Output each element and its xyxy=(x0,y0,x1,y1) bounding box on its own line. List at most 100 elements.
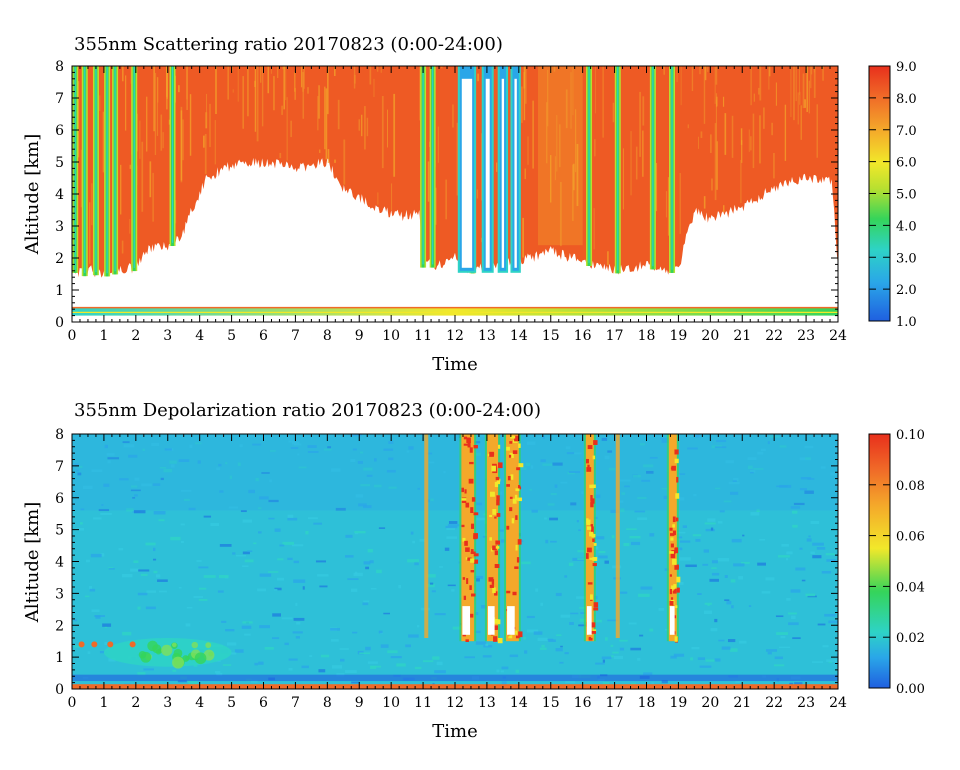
depol-column-speck xyxy=(489,584,494,588)
depol-texture xyxy=(719,510,725,513)
depol-texture xyxy=(137,672,146,676)
depol-texture xyxy=(155,574,161,578)
depol-column-speck xyxy=(518,463,524,468)
depol-column-white xyxy=(507,606,515,635)
depol-column-speck xyxy=(669,527,673,531)
depol-texture xyxy=(101,504,104,506)
depol-texture xyxy=(143,668,154,671)
depol-texture xyxy=(791,615,796,620)
depol-texture xyxy=(331,665,343,669)
depol-texture xyxy=(170,464,175,468)
depol-texture xyxy=(257,588,267,592)
depolarization-xtick-label: 17 xyxy=(606,695,624,711)
scattering-xtick-label: 4 xyxy=(195,328,204,344)
depol-texture xyxy=(264,647,274,650)
depol-texture xyxy=(623,543,630,547)
depol-column-speck xyxy=(463,436,468,440)
depol-texture xyxy=(91,469,103,473)
depol-column-speck xyxy=(515,544,518,551)
depol-texture xyxy=(535,588,539,592)
depol-texture xyxy=(315,560,327,563)
depol-texture xyxy=(727,639,736,643)
depol-column-speck xyxy=(494,625,498,630)
depol-texture xyxy=(826,659,838,662)
depol-column-speck xyxy=(491,548,494,552)
depol-texture xyxy=(515,669,520,673)
depol-texture xyxy=(620,591,628,594)
depol-texture xyxy=(126,508,134,512)
depol-texture xyxy=(232,552,236,555)
depol-texture xyxy=(679,540,691,543)
streak-core xyxy=(114,66,116,272)
depol-texture xyxy=(242,621,253,624)
depol-texture xyxy=(724,599,730,602)
depol-texture xyxy=(153,570,158,574)
depol-texture xyxy=(378,527,386,529)
depolarization-ytick-label: 8 xyxy=(55,427,64,443)
depol-texture xyxy=(578,529,581,532)
depol-texture xyxy=(225,462,228,465)
scattering-xtick-label: 20 xyxy=(701,328,719,344)
depol-texture xyxy=(234,649,244,653)
depol-column-speck xyxy=(672,524,675,528)
depol-column-speck xyxy=(509,496,513,499)
depol-texture xyxy=(828,620,838,624)
depolarization-ylabel: Altitude [km] xyxy=(22,502,43,624)
depol-texture xyxy=(661,488,671,490)
scattering-colorbar-tick-label: 2.0 xyxy=(896,283,917,298)
depol-texture xyxy=(735,681,743,683)
depolarization-xtick-label: 16 xyxy=(574,695,592,711)
depol-texture xyxy=(670,655,677,659)
depol-texture xyxy=(89,586,93,590)
depol-texture xyxy=(355,494,364,498)
depol-texture xyxy=(692,534,702,537)
depol-texture xyxy=(691,646,700,650)
depol-texture xyxy=(792,637,801,640)
depol-column-white xyxy=(462,606,471,635)
depol-texture xyxy=(629,535,641,539)
depol-texture xyxy=(703,549,709,553)
depol-texture xyxy=(216,672,223,677)
depol-column-speck xyxy=(587,445,593,450)
depol-texture xyxy=(255,477,259,482)
depol-column-speck xyxy=(495,546,500,549)
depol-texture xyxy=(363,600,370,603)
depol-texture xyxy=(573,452,582,455)
depolarization-ytick-label: 5 xyxy=(55,523,64,539)
depol-column-speck xyxy=(676,587,680,593)
depol-texture xyxy=(196,560,202,562)
streak-core xyxy=(432,66,434,265)
depol-texture xyxy=(792,524,798,528)
scattering-xtick-label: 19 xyxy=(670,328,688,344)
depol-texture xyxy=(547,503,555,506)
depol-texture xyxy=(717,558,730,562)
depol-texture xyxy=(779,445,787,448)
depol-texture xyxy=(242,565,249,568)
depol-texture xyxy=(817,623,826,626)
low-layer xyxy=(72,307,838,316)
depol-texture xyxy=(836,653,838,657)
depol-texture xyxy=(362,602,369,606)
streak-core xyxy=(133,66,135,268)
depol-texture xyxy=(765,649,777,652)
depol-column-speck xyxy=(496,499,500,506)
depol-texture xyxy=(566,452,575,455)
depol-column-speck xyxy=(512,440,518,443)
depol-texture xyxy=(608,467,616,471)
depol-texture xyxy=(387,650,398,654)
depol-texture xyxy=(724,575,728,578)
depol-column-speck xyxy=(463,443,468,446)
depol-texture xyxy=(374,458,377,462)
depol-column-speck xyxy=(508,454,512,458)
depol-column-speck xyxy=(497,444,501,449)
depol-column-speck xyxy=(471,497,476,502)
depol-texture xyxy=(396,663,406,667)
depol-column-speck xyxy=(516,467,521,471)
depol-texture xyxy=(242,519,253,523)
depol-texture xyxy=(288,667,293,671)
depol-texture xyxy=(630,541,641,546)
depolarization-xtick-label: 24 xyxy=(829,695,847,711)
depol-texture xyxy=(258,661,264,665)
depol-texture xyxy=(319,585,328,588)
